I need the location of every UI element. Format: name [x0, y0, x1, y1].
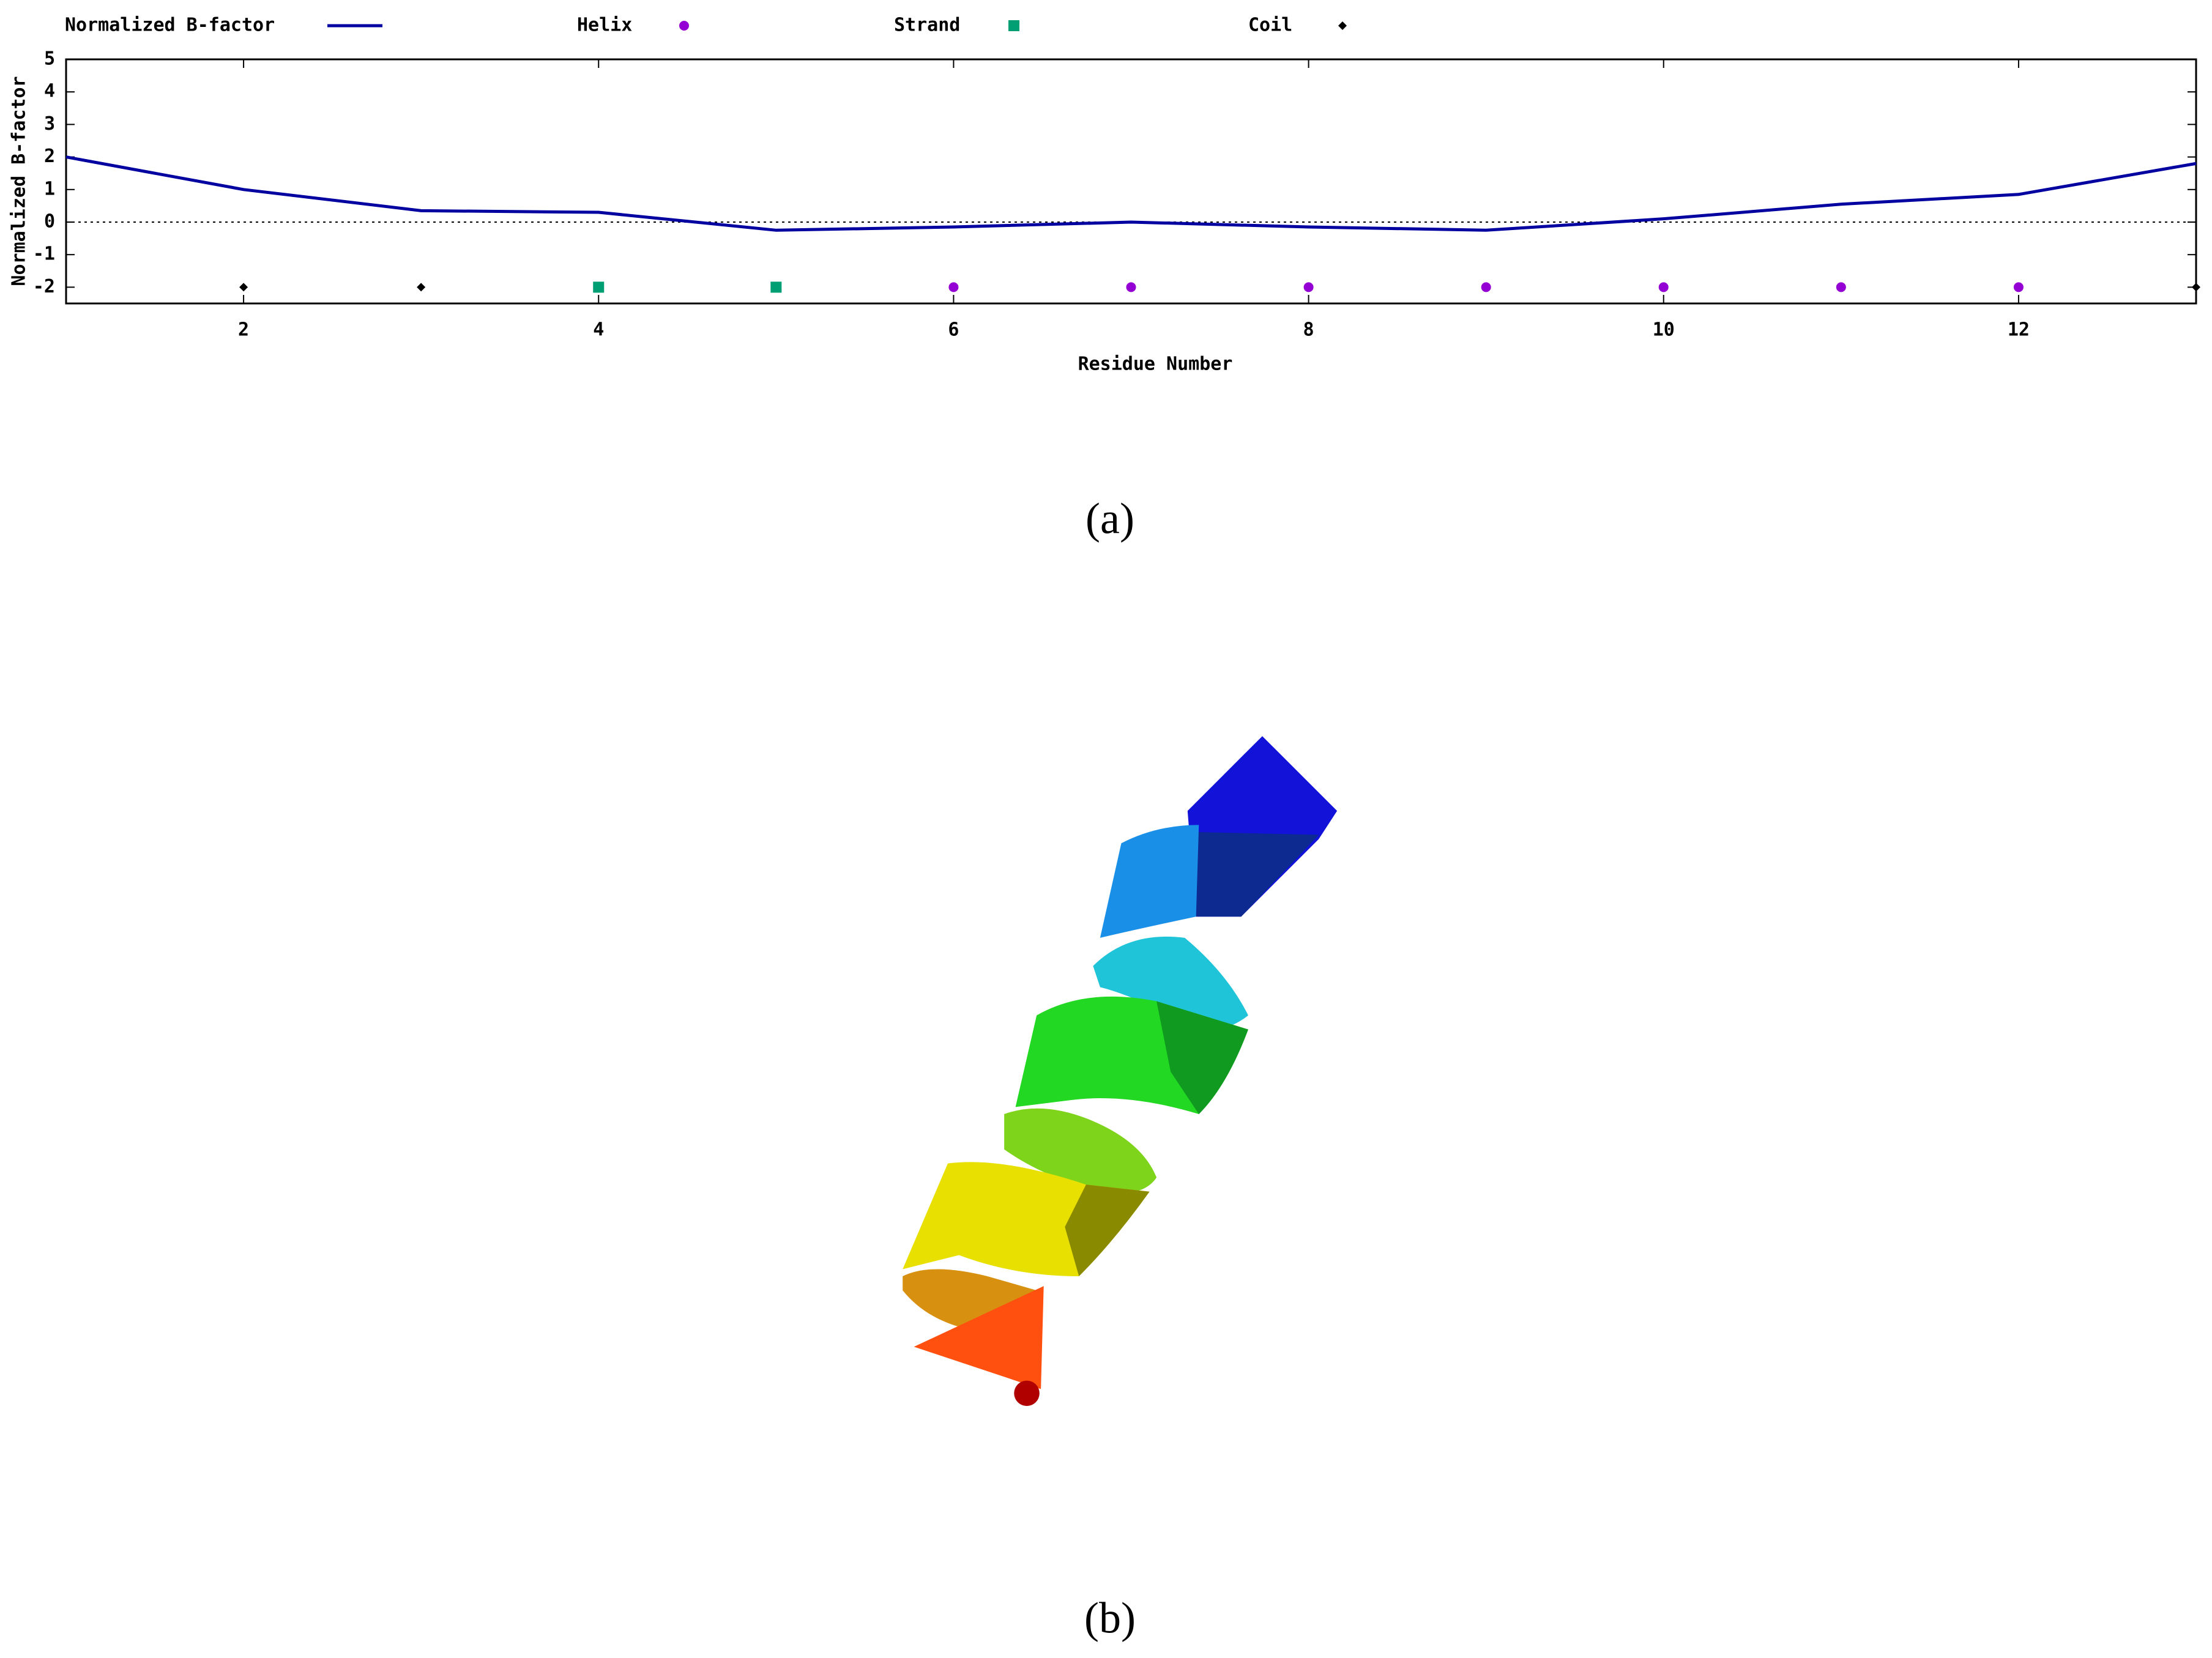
legend-swatch	[1008, 20, 1019, 31]
coil-marker	[2192, 283, 2200, 292]
caption: (a)	[1086, 494, 1134, 543]
strand-marker	[593, 281, 605, 293]
plot-frame	[65, 58, 2197, 305]
ribbon-segment	[1093, 936, 1248, 1030]
legend-swatch	[679, 21, 689, 31]
ribbon-segment	[1196, 831, 1319, 917]
y-axis-label: Normalized B-factor	[9, 76, 30, 286]
y-tick-label: 2	[44, 146, 55, 167]
coil-marker	[239, 283, 248, 292]
ribbon-terminus	[1014, 1380, 1040, 1407]
x-axis-label: Residue Number	[1078, 354, 1233, 375]
legend-label: Helix	[577, 15, 632, 36]
x-tick-label: 10	[1653, 319, 1675, 341]
y-tick-label: -1	[33, 243, 55, 265]
helix-marker	[1658, 282, 1669, 292]
protein-ribbon	[903, 736, 1338, 1407]
y-tick-label: 0	[44, 211, 55, 232]
helix-marker	[1303, 282, 1314, 292]
y-tick-label: 1	[44, 178, 55, 199]
chart: Normalized B-factor Residue Number 2 4 6 8 1…	[9, 15, 2200, 375]
legend-swatch	[1338, 21, 1347, 30]
y-tick-label: 5	[44, 48, 55, 70]
strand-marker	[770, 281, 782, 293]
legend-label: Normalized B-factor	[65, 15, 275, 36]
coil-marker	[417, 283, 426, 292]
ribbon-arrow	[914, 1286, 1044, 1389]
helix-marker	[1126, 282, 1136, 292]
x-tick-label: 4	[593, 319, 604, 341]
y-tick-label: 3	[44, 113, 55, 135]
x-tick-label: 12	[2008, 319, 2030, 341]
ribbon-segment	[1004, 1108, 1157, 1194]
helix-marker	[1481, 282, 1491, 292]
ribbon-segment	[1156, 1001, 1248, 1114]
x-tick-label: 8	[1303, 319, 1314, 341]
ribbon-segment	[1100, 825, 1199, 938]
x-tick-label: 2	[238, 319, 249, 341]
x-tick-label: 6	[948, 319, 959, 341]
helix-marker	[948, 282, 959, 292]
legend-label: Strand	[894, 15, 960, 36]
caption: (b)	[1084, 1594, 1136, 1643]
y-tick-label: 4	[44, 81, 55, 102]
helix-marker	[1836, 282, 1846, 292]
y-tick-label: -2	[33, 276, 55, 297]
b-factor-line	[65, 155, 2197, 232]
helix-marker	[2013, 282, 2024, 292]
ribbon-segment	[1065, 1184, 1150, 1277]
legend-label: Coil	[1248, 15, 1292, 36]
